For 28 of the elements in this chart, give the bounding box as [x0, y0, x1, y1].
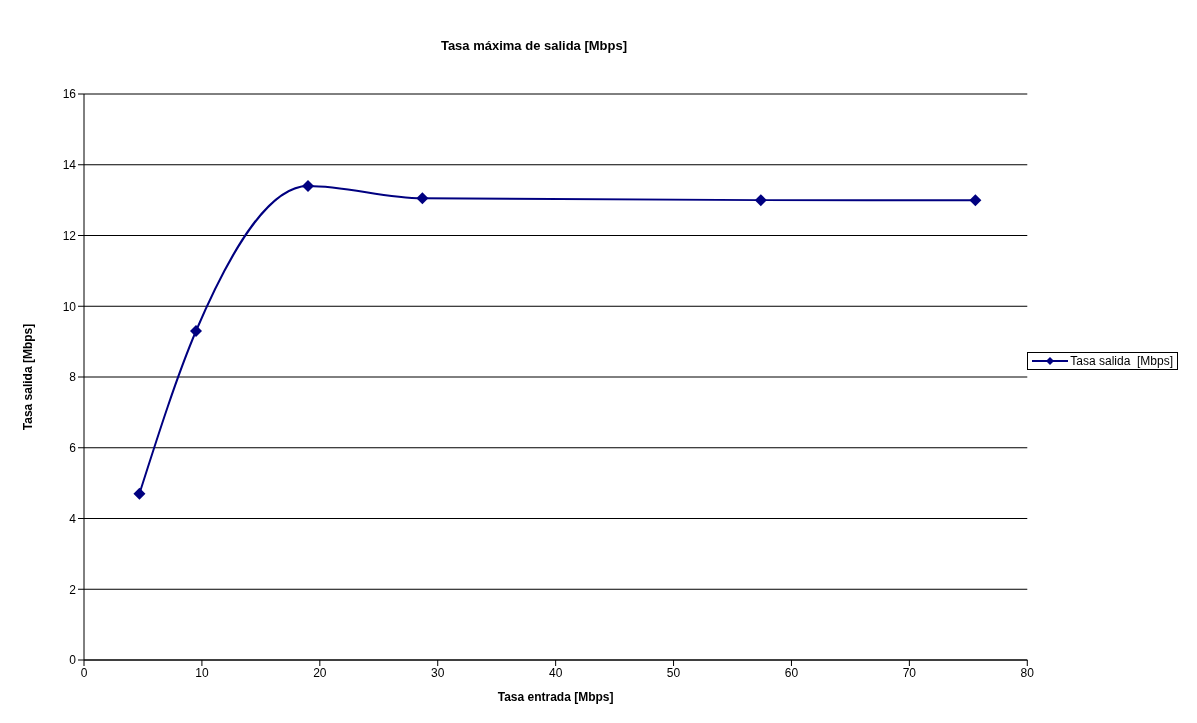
- legend-label: Tasa salida [Mbps]: [1070, 353, 1173, 368]
- point: [754, 194, 767, 207]
- x-tick-label: 0: [80, 665, 88, 680]
- x-tick-label: 50: [666, 665, 681, 680]
- y-axis-title: Tasa salida [Mbps]: [21, 323, 36, 431]
- y-tick-label: 8: [69, 370, 77, 385]
- x-tick-label: 70: [902, 665, 917, 680]
- point: [302, 179, 315, 192]
- x-tick-label: 30: [431, 665, 445, 680]
- point: [969, 194, 982, 207]
- x-axis-title: Tasa entrada [Mbps]: [497, 690, 614, 704]
- x-tick-label: 60: [784, 665, 799, 680]
- y-tick-label: 2: [69, 582, 77, 597]
- y-tick-label: 6: [69, 441, 77, 456]
- x-tick-label: 20: [313, 665, 327, 680]
- y-tick-label: 12: [62, 228, 77, 243]
- y-tick-label: 4: [69, 511, 77, 526]
- y-tick-label: 14: [62, 158, 77, 173]
- x-tick-label: 10: [195, 665, 209, 680]
- x-tick-label: 80: [1020, 665, 1035, 680]
- y-tick-label: 0: [69, 653, 77, 668]
- point: [133, 487, 146, 500]
- y-tick-label: 16: [62, 87, 77, 102]
- chart-title: Tasa máxima de salida [Mbps]: [439, 38, 629, 53]
- x-tick-label: 40: [548, 665, 563, 680]
- point: [190, 325, 203, 338]
- point: [416, 192, 429, 205]
- y-tick-label: 10: [62, 299, 77, 314]
